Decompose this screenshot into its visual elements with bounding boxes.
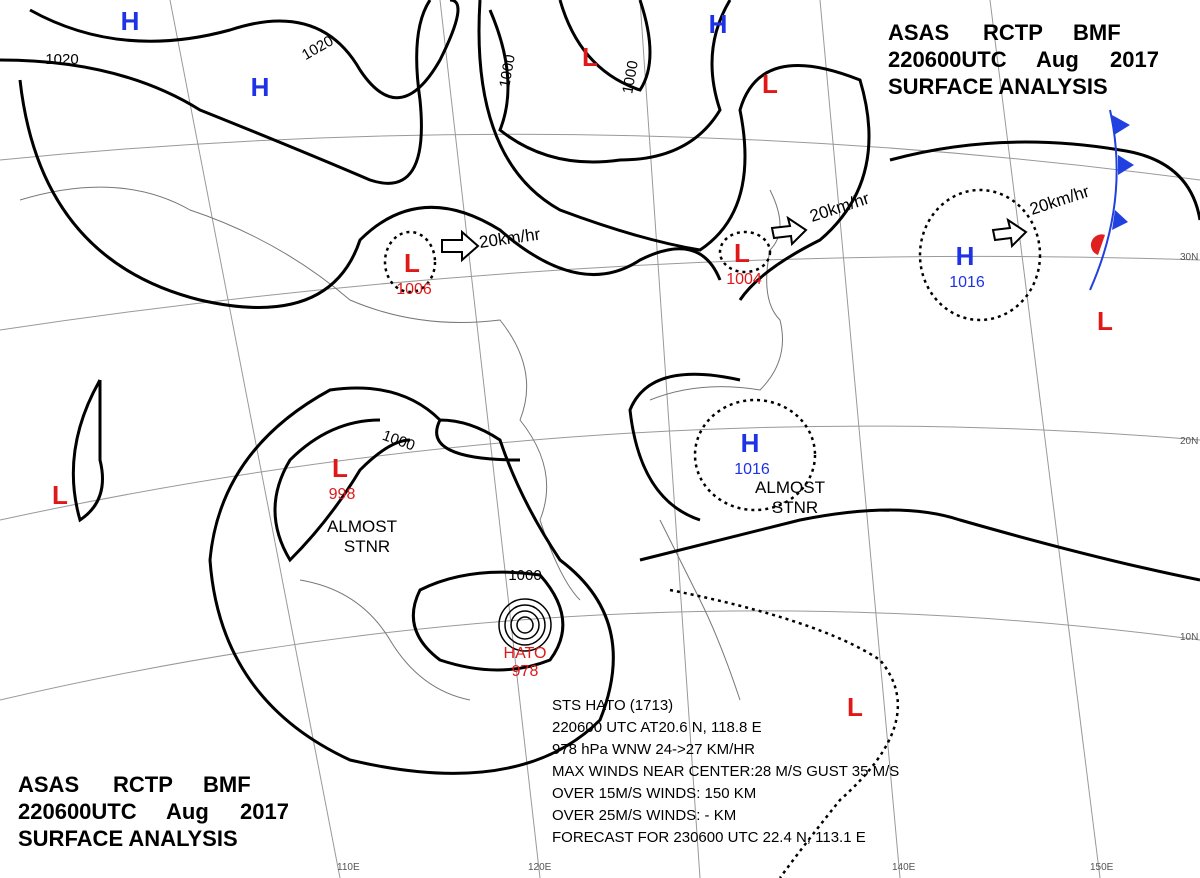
system-symbol: H	[121, 6, 140, 36]
header-text: Aug	[1036, 47, 1079, 72]
typhoon-info: FORECAST FOR 230600 UTC 22.4 N, 113.1 E	[552, 829, 866, 846]
latitude-label: 10N	[1180, 632, 1198, 643]
system-symbol: L	[847, 692, 863, 722]
longitude-label: 140E	[892, 862, 916, 873]
front	[1089, 109, 1134, 291]
header-title: SURFACE ANALYSIS	[888, 74, 1108, 99]
system-symbol: L	[332, 453, 348, 483]
isobar-label: 1000	[508, 567, 541, 584]
system-symbol: L	[404, 248, 420, 278]
system-symbol: H	[956, 241, 975, 271]
header-text: ASAS	[888, 20, 949, 45]
header-text: Aug	[166, 799, 209, 824]
latitude-label: 30N	[1180, 252, 1198, 263]
header-text: BMF	[1073, 20, 1121, 45]
longitude-label: 150E	[1090, 862, 1114, 873]
system-pressure: 1004	[726, 271, 762, 288]
header-text: RCTP	[983, 20, 1043, 45]
system-symbol: H	[709, 9, 728, 39]
typhoon-info: OVER 15M/S WINDS: 150 KM	[552, 785, 756, 802]
header-text: 2017	[1110, 47, 1159, 72]
system-symbol: L	[582, 42, 598, 72]
system-symbol: L	[762, 69, 778, 99]
header-text: RCTP	[113, 772, 173, 797]
typhoon-info: OVER 25M/S WINDS: - KM	[552, 807, 736, 824]
typhoon-name: HATO	[504, 645, 547, 662]
typhoon-rings	[498, 598, 552, 652]
system-pressure: 1016	[734, 461, 770, 478]
system-pressure: 1016	[949, 274, 985, 291]
stationary-label: STNR	[344, 537, 390, 556]
header-text: BMF	[203, 772, 251, 797]
typhoon-info: STS HATO (1713)	[552, 697, 673, 714]
system-symbol: L	[734, 238, 750, 268]
header-text: 220600UTC	[888, 47, 1007, 72]
dotted-contours	[383, 188, 1042, 878]
system-pressure: 998	[329, 486, 356, 503]
typhoon-info: 978 hPa WNW 24->27 KM/HR	[552, 741, 755, 758]
latitude-label: 20N	[1180, 436, 1198, 447]
stationary-label: ALMOST	[327, 517, 397, 536]
isobar-label: 1020	[45, 51, 78, 68]
header-title: SURFACE ANALYSIS	[18, 826, 238, 851]
stationary-label: ALMOST	[755, 478, 825, 497]
header-text: ASAS	[18, 772, 79, 797]
typhoon-info: 220600 UTC AT20.6 N, 118.8 E	[552, 719, 762, 736]
longitude-label: 120E	[528, 862, 552, 873]
stationary-label: STNR	[772, 498, 818, 517]
system-symbol: L	[52, 480, 68, 510]
header-text: 2017	[240, 799, 289, 824]
isobar-label: 1000	[496, 53, 519, 89]
typhoon-pressure: 978	[512, 663, 539, 680]
longitude-label: 110E	[337, 862, 360, 873]
motion-arrows	[441, 215, 1028, 263]
system-symbol: H	[741, 428, 760, 458]
isobar-label: 1000	[619, 59, 642, 95]
header-text: 220600UTC	[18, 799, 137, 824]
system-symbol: H	[251, 72, 270, 102]
typhoon-info: MAX WINDS NEAR CENTER:28 M/S GUST 35 M/S	[552, 763, 899, 780]
isobars	[0, 0, 1200, 775]
system-pressure: 1006	[396, 281, 432, 298]
system-symbol: L	[1097, 306, 1113, 336]
